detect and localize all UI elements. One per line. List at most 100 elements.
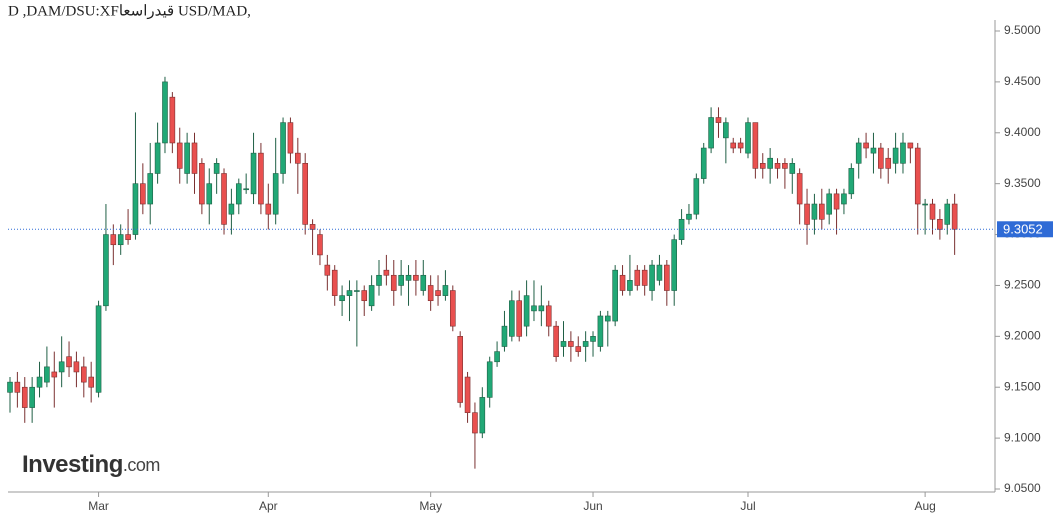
candle-body: [449, 290, 456, 327]
candle-body: [752, 122, 759, 169]
candle-body: [140, 183, 146, 205]
candle-body: [634, 269, 641, 286]
candle-body: [759, 163, 766, 169]
candle-body: [937, 218, 943, 230]
candle-body: [678, 218, 685, 240]
candle-body: [21, 386, 28, 408]
candle-body: [656, 264, 663, 281]
candle-body: [516, 300, 523, 337]
candle-body: [538, 305, 545, 312]
candle-body: [664, 264, 670, 291]
candle-body: [44, 366, 50, 383]
candle-body: [878, 147, 884, 169]
candle-body: [14, 381, 21, 393]
candle-body: [693, 178, 700, 215]
y-tick-label: 9.1500: [1004, 379, 1041, 393]
candle-body: [486, 361, 493, 398]
candle-body: [103, 234, 109, 307]
candle-body: [339, 295, 345, 302]
candle-body: [272, 173, 279, 215]
candle-body: [302, 163, 309, 225]
candle-body: [317, 234, 323, 256]
candle-body: [184, 142, 190, 174]
candle-body: [700, 147, 707, 179]
candle-body: [29, 386, 35, 408]
candle-body: [737, 142, 744, 149]
x-tick-label: Mar: [88, 499, 109, 513]
candle-body: [597, 315, 604, 347]
candle-body: [125, 234, 131, 240]
y-tick-label: 9.4500: [1004, 74, 1041, 88]
brand-suffix: .com: [123, 455, 160, 475]
candle-body: [671, 239, 678, 291]
candle-body: [51, 371, 58, 378]
candle-body: [686, 213, 692, 220]
candle-body: [604, 315, 611, 322]
candle-body: [457, 336, 463, 403]
candle-body: [154, 142, 161, 174]
y-tick-label: 9.1000: [1004, 430, 1041, 444]
x-tick-label: Apr: [259, 499, 278, 513]
x-tick-label: Aug: [914, 499, 935, 513]
candle-body: [147, 173, 154, 205]
candle-body: [774, 163, 781, 169]
candle-body: [582, 341, 589, 347]
candle-body: [258, 152, 264, 205]
x-tick-label: Jul: [740, 499, 755, 513]
candle-body: [398, 274, 404, 286]
last-price-box: [997, 221, 1053, 238]
candle-body: [354, 290, 360, 292]
last-price-label: 9.3052: [1003, 222, 1043, 237]
candle-body: [132, 183, 139, 235]
candle-body: [818, 203, 825, 220]
candle-body: [804, 203, 810, 225]
candle-body: [435, 290, 441, 296]
candle-body: [265, 203, 272, 215]
candle-body: [73, 361, 80, 373]
candle-body: [235, 183, 242, 205]
candle-body: [250, 152, 257, 195]
brand-name: Investing: [22, 451, 123, 478]
candle-body: [420, 274, 427, 291]
candle-body: [191, 142, 198, 174]
candle-body: [442, 285, 449, 296]
candle-body: [427, 285, 434, 302]
candle-body: [715, 117, 722, 123]
candle-body: [376, 274, 382, 286]
candle-body: [590, 336, 596, 342]
candle-body: [575, 346, 582, 352]
candle-body: [169, 96, 176, 144]
candle-body: [826, 193, 832, 215]
candle-body: [176, 142, 183, 169]
candle-body: [848, 168, 855, 195]
candle-body: [494, 351, 500, 363]
candle-body: [944, 203, 951, 225]
candle-body: [95, 305, 102, 393]
candle-body: [472, 412, 478, 434]
candle-body: [368, 285, 375, 307]
candle-body: [914, 147, 921, 205]
candle-body: [413, 274, 419, 281]
candle-body: [58, 361, 65, 373]
candle-body: [162, 81, 168, 144]
candle-body: [7, 381, 13, 393]
y-tick-label: 9.5000: [1004, 23, 1041, 37]
y-tick-label: 9.4000: [1004, 125, 1041, 139]
x-tick-label: May: [419, 499, 442, 513]
candle-body: [531, 305, 537, 312]
candle-body: [627, 280, 633, 291]
candle-body: [221, 173, 227, 225]
candle-body: [199, 163, 205, 205]
candle-body: [560, 341, 567, 347]
candle-body: [280, 122, 286, 174]
candle-body: [568, 341, 574, 347]
candle-body: [88, 376, 94, 388]
y-tick-label: 9.2500: [1004, 278, 1041, 292]
candle-body: [243, 188, 249, 191]
brand-name: Investing.com: [22, 451, 160, 478]
candle-body: [383, 269, 390, 276]
candle-body: [730, 142, 737, 149]
candle-body: [833, 193, 840, 210]
candle-body: [509, 300, 515, 337]
